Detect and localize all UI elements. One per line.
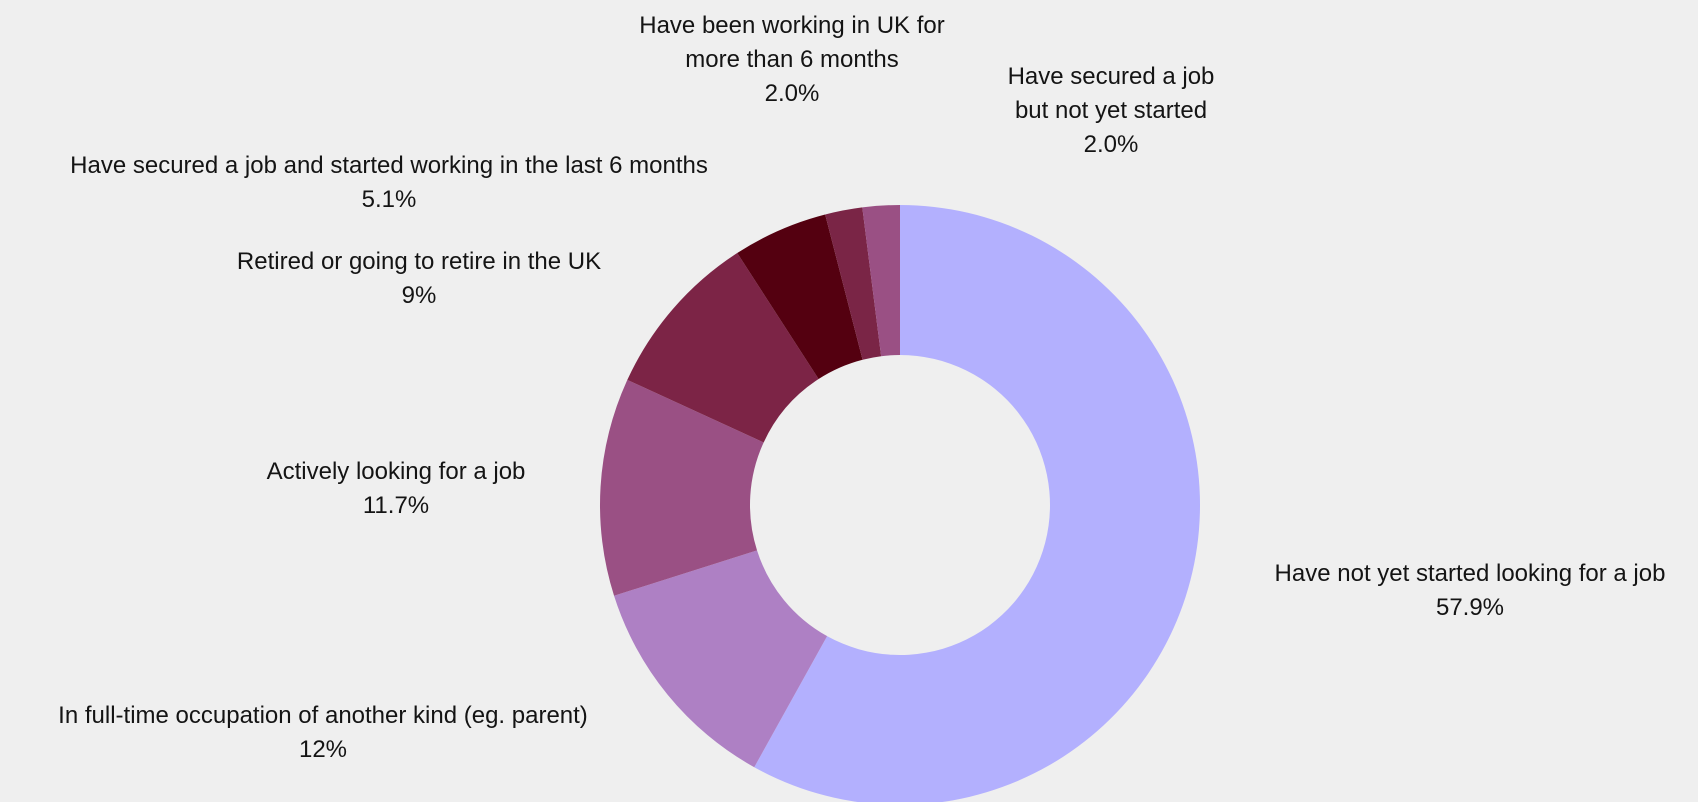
donut-slice-6	[862, 205, 900, 357]
slice-label-6: Have secured a job but not yet started 2.0…	[1008, 63, 1215, 158]
slice-value-label: 2.0%	[1084, 131, 1139, 158]
slice-label-3: Retired or going to retire in the UK 9%	[237, 248, 601, 309]
slice-label-text: Have secured a job and started working i…	[70, 152, 708, 179]
slice-value-label: 11.7%	[363, 492, 429, 519]
donut-slices	[600, 205, 1200, 802]
donut-slice-4	[737, 214, 863, 379]
slice-label-1: In full-time occupation of another kind …	[58, 702, 588, 763]
donut-slice-5	[825, 207, 882, 360]
slice-value-label: 12%	[299, 736, 347, 763]
donut-slice-3	[627, 252, 819, 443]
donut-slice-2	[600, 379, 764, 596]
donut-slice-1	[614, 550, 828, 768]
slice-label-text: Retired or going to retire in the UK	[237, 248, 601, 275]
slice-label-text: In full-time occupation of another kind …	[58, 702, 588, 729]
slice-label-text: Have not yet started looking for a job	[1275, 560, 1666, 587]
slice-label-text: but not yet started	[1015, 97, 1207, 124]
slice-label-4: Have secured a job and started working i…	[70, 152, 708, 213]
slice-value-label: 9%	[402, 282, 437, 309]
slice-value-label: 5.1%	[362, 186, 417, 213]
slice-label-text: more than 6 months	[685, 46, 898, 73]
slice-label-2: Actively looking for a job 11.7%	[267, 458, 526, 519]
slice-label-text: Have been working in UK for	[639, 12, 944, 39]
donut-slice-0	[754, 205, 1200, 802]
slice-label-0: Have not yet started looking for a job 57…	[1275, 560, 1666, 621]
slice-value-label: 57.9%	[1436, 594, 1504, 621]
slice-label-text: Have secured a job	[1008, 63, 1215, 90]
slice-label-text: Actively looking for a job	[267, 458, 526, 485]
slice-labels: Have not yet started looking for a job 57…	[58, 12, 1665, 763]
slice-label-5: Have been working in UK for more than 6 m…	[639, 12, 944, 107]
slice-value-label: 2.0%	[765, 80, 820, 107]
